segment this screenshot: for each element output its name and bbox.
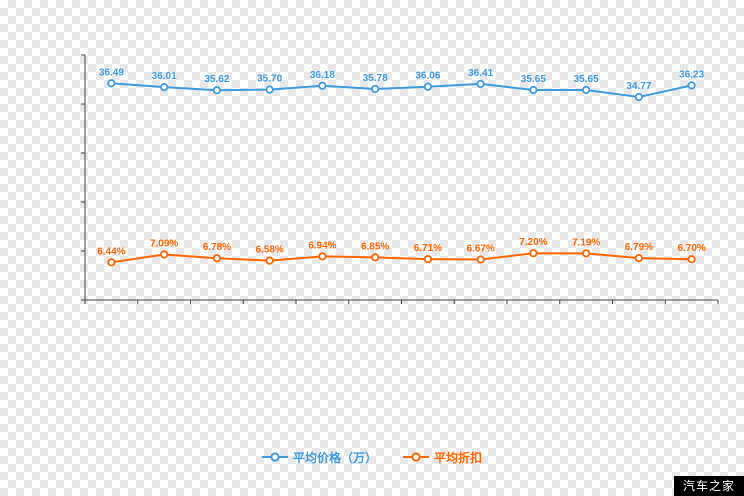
data-point[interactable] [634, 92, 643, 102]
data-point[interactable] [687, 81, 696, 90]
data-label: 6.70% [677, 243, 705, 254]
data-label: 35.70 [257, 74, 282, 85]
data-point[interactable] [423, 82, 432, 91]
line-circle-icon-orange [403, 451, 429, 465]
data-point[interactable] [371, 253, 380, 262]
data-point[interactable] [582, 249, 591, 258]
data-point[interactable] [212, 254, 221, 263]
data-label: 35.78 [363, 73, 388, 84]
data-point[interactable] [476, 255, 485, 264]
data-label: 36.01 [152, 71, 177, 82]
legend-label-average-discount: 平均折扣 [434, 451, 483, 465]
data-point[interactable] [529, 85, 538, 95]
data-point[interactable] [107, 79, 116, 88]
data-label: 35.65 [521, 74, 546, 85]
data-point[interactable] [265, 256, 274, 265]
legend-item-average-discount[interactable]: 平均折扣 [403, 449, 482, 466]
data-point[interactable] [318, 252, 327, 261]
data-label: 6.78% [203, 242, 231, 253]
data-point[interactable] [371, 84, 380, 94]
data-point[interactable] [160, 250, 169, 259]
data-point[interactable] [107, 258, 116, 267]
data-label: 36.06 [415, 71, 440, 82]
data-point[interactable] [687, 255, 696, 264]
data-label: 7.09% [150, 239, 178, 250]
series-line-1 [111, 252, 692, 264]
chart-legend: 平均价格（万） 平均折扣 [0, 449, 744, 466]
data-label: 36.18 [310, 70, 335, 81]
legend-label-average-price: 平均价格（万） [292, 451, 377, 465]
data-point[interactable] [476, 79, 485, 89]
data-label: 6.44% [97, 246, 125, 257]
data-label: 36.49 [99, 67, 124, 78]
data-point[interactable] [582, 85, 591, 95]
data-label: 35.65 [574, 74, 599, 85]
data-point[interactable] [160, 83, 169, 92]
data-label: 6.58% [255, 245, 283, 256]
data-label: 7.20% [519, 237, 547, 248]
data-point[interactable] [423, 254, 432, 264]
data-label: 6.85% [361, 241, 389, 252]
data-point[interactable] [265, 85, 274, 94]
data-point[interactable] [634, 254, 643, 263]
data-point[interactable] [529, 249, 538, 258]
data-label: 36.41 [468, 68, 493, 79]
data-label: 34.77 [626, 81, 651, 92]
line-circle-icon-blue [261, 451, 288, 465]
data-label: 36.23 [679, 69, 704, 80]
data-label: 6.79% [625, 242, 653, 253]
legend-item-average-price[interactable]: 平均价格（万） [261, 449, 377, 466]
data-point[interactable] [318, 81, 327, 90]
series-line-0 [111, 82, 692, 99]
data-label: 6.67% [466, 244, 494, 255]
data-label: 6.94% [308, 240, 336, 251]
data-label: 6.71% [414, 243, 442, 254]
autohome-watermark: 汽车之家 [673, 476, 744, 496]
data-label: 7.19% [572, 237, 600, 248]
data-point[interactable] [212, 86, 221, 95]
data-label: 35.62 [204, 74, 229, 85]
